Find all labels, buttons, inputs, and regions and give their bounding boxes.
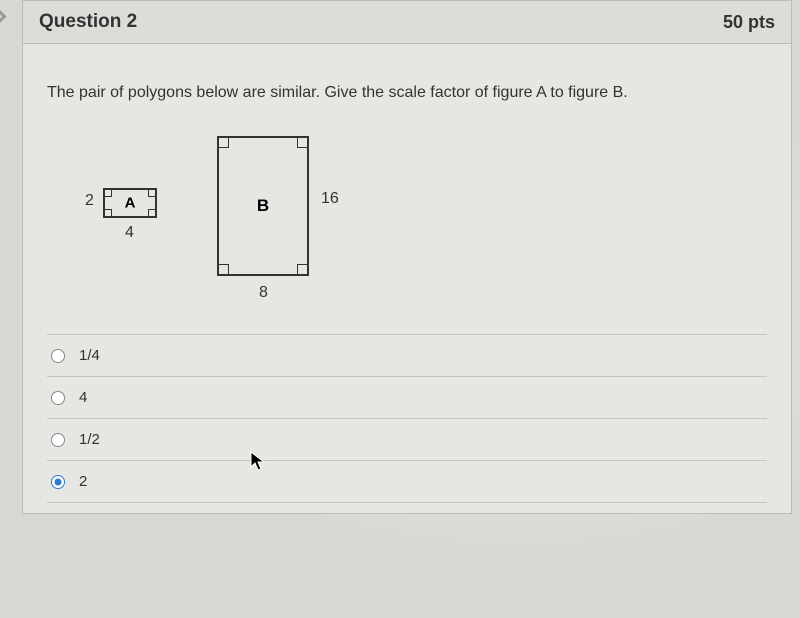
figure-a-side-left: 2 [85, 192, 94, 210]
radio-icon[interactable] [51, 391, 65, 405]
question-card: Question 2 50 pts The pair of polygons b… [22, 0, 792, 514]
radio-icon[interactable] [51, 475, 65, 489]
right-angle-marker [218, 137, 229, 148]
option-label: 2 [79, 473, 87, 490]
option-row[interactable]: 4 [47, 376, 767, 418]
figure-a-rect: A [103, 188, 157, 218]
right-angle-marker [297, 137, 308, 148]
right-angle-marker [104, 189, 112, 197]
prev-question-arrow[interactable] [0, 2, 12, 30]
figure-b-side-bottom: 8 [259, 284, 268, 302]
option-label: 4 [79, 389, 87, 406]
option-label: 1/4 [79, 347, 100, 364]
question-title: Question 2 [39, 11, 137, 33]
right-angle-marker [148, 209, 156, 217]
figure-b-side-right: 16 [321, 190, 339, 208]
question-body: The pair of polygons below are similar. … [23, 44, 791, 513]
option-row[interactable]: 1/2 [47, 418, 767, 460]
right-angle-marker [297, 264, 308, 275]
radio-icon[interactable] [51, 349, 65, 363]
question-prompt: The pair of polygons below are similar. … [47, 84, 767, 102]
option-row[interactable]: 1/4 [47, 334, 767, 376]
right-angle-marker [218, 264, 229, 275]
option-row[interactable]: 2 [47, 460, 767, 503]
figure-a-label: A [125, 195, 136, 212]
figure-b-rect: B [217, 136, 309, 276]
figure-a-side-bottom: 4 [125, 224, 134, 242]
radio-icon[interactable] [51, 433, 65, 447]
figure-area: 2 A 4 B 16 8 [67, 136, 767, 326]
question-points: 50 pts [723, 12, 775, 33]
question-header: Question 2 50 pts [23, 1, 791, 44]
figure-b-label: B [257, 196, 269, 216]
answer-options: 1/4 4 1/2 2 [47, 334, 767, 503]
right-angle-marker [148, 189, 156, 197]
option-label: 1/2 [79, 431, 100, 448]
right-angle-marker [104, 209, 112, 217]
